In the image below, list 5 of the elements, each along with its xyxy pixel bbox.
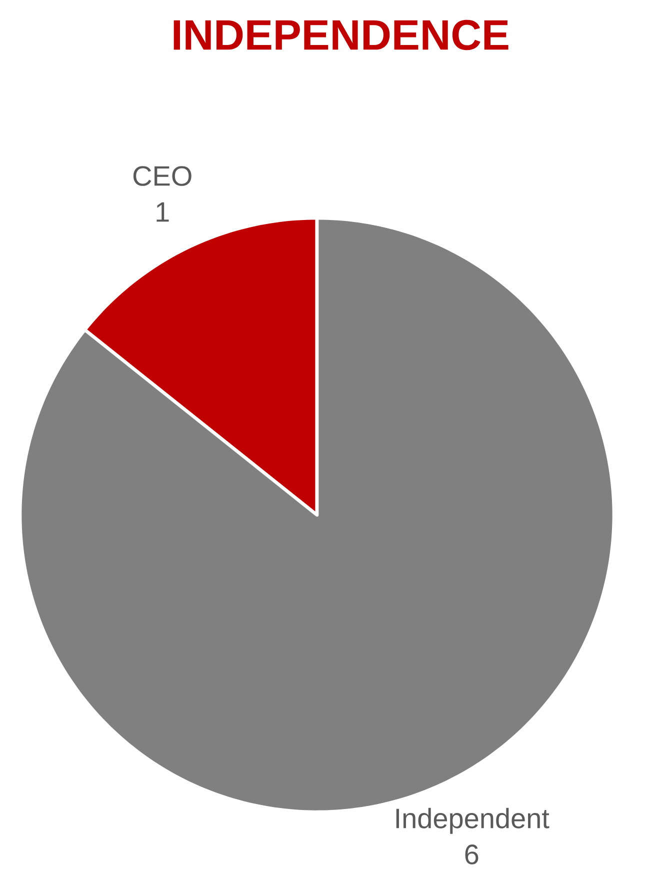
slice-label: CEO [133,166,192,186]
chart-title: INDEPENDENCE [174,20,508,50]
data-label: 1 [156,202,169,222]
slice-label: Independent [396,808,550,834]
data-label: 6 [465,844,478,864]
